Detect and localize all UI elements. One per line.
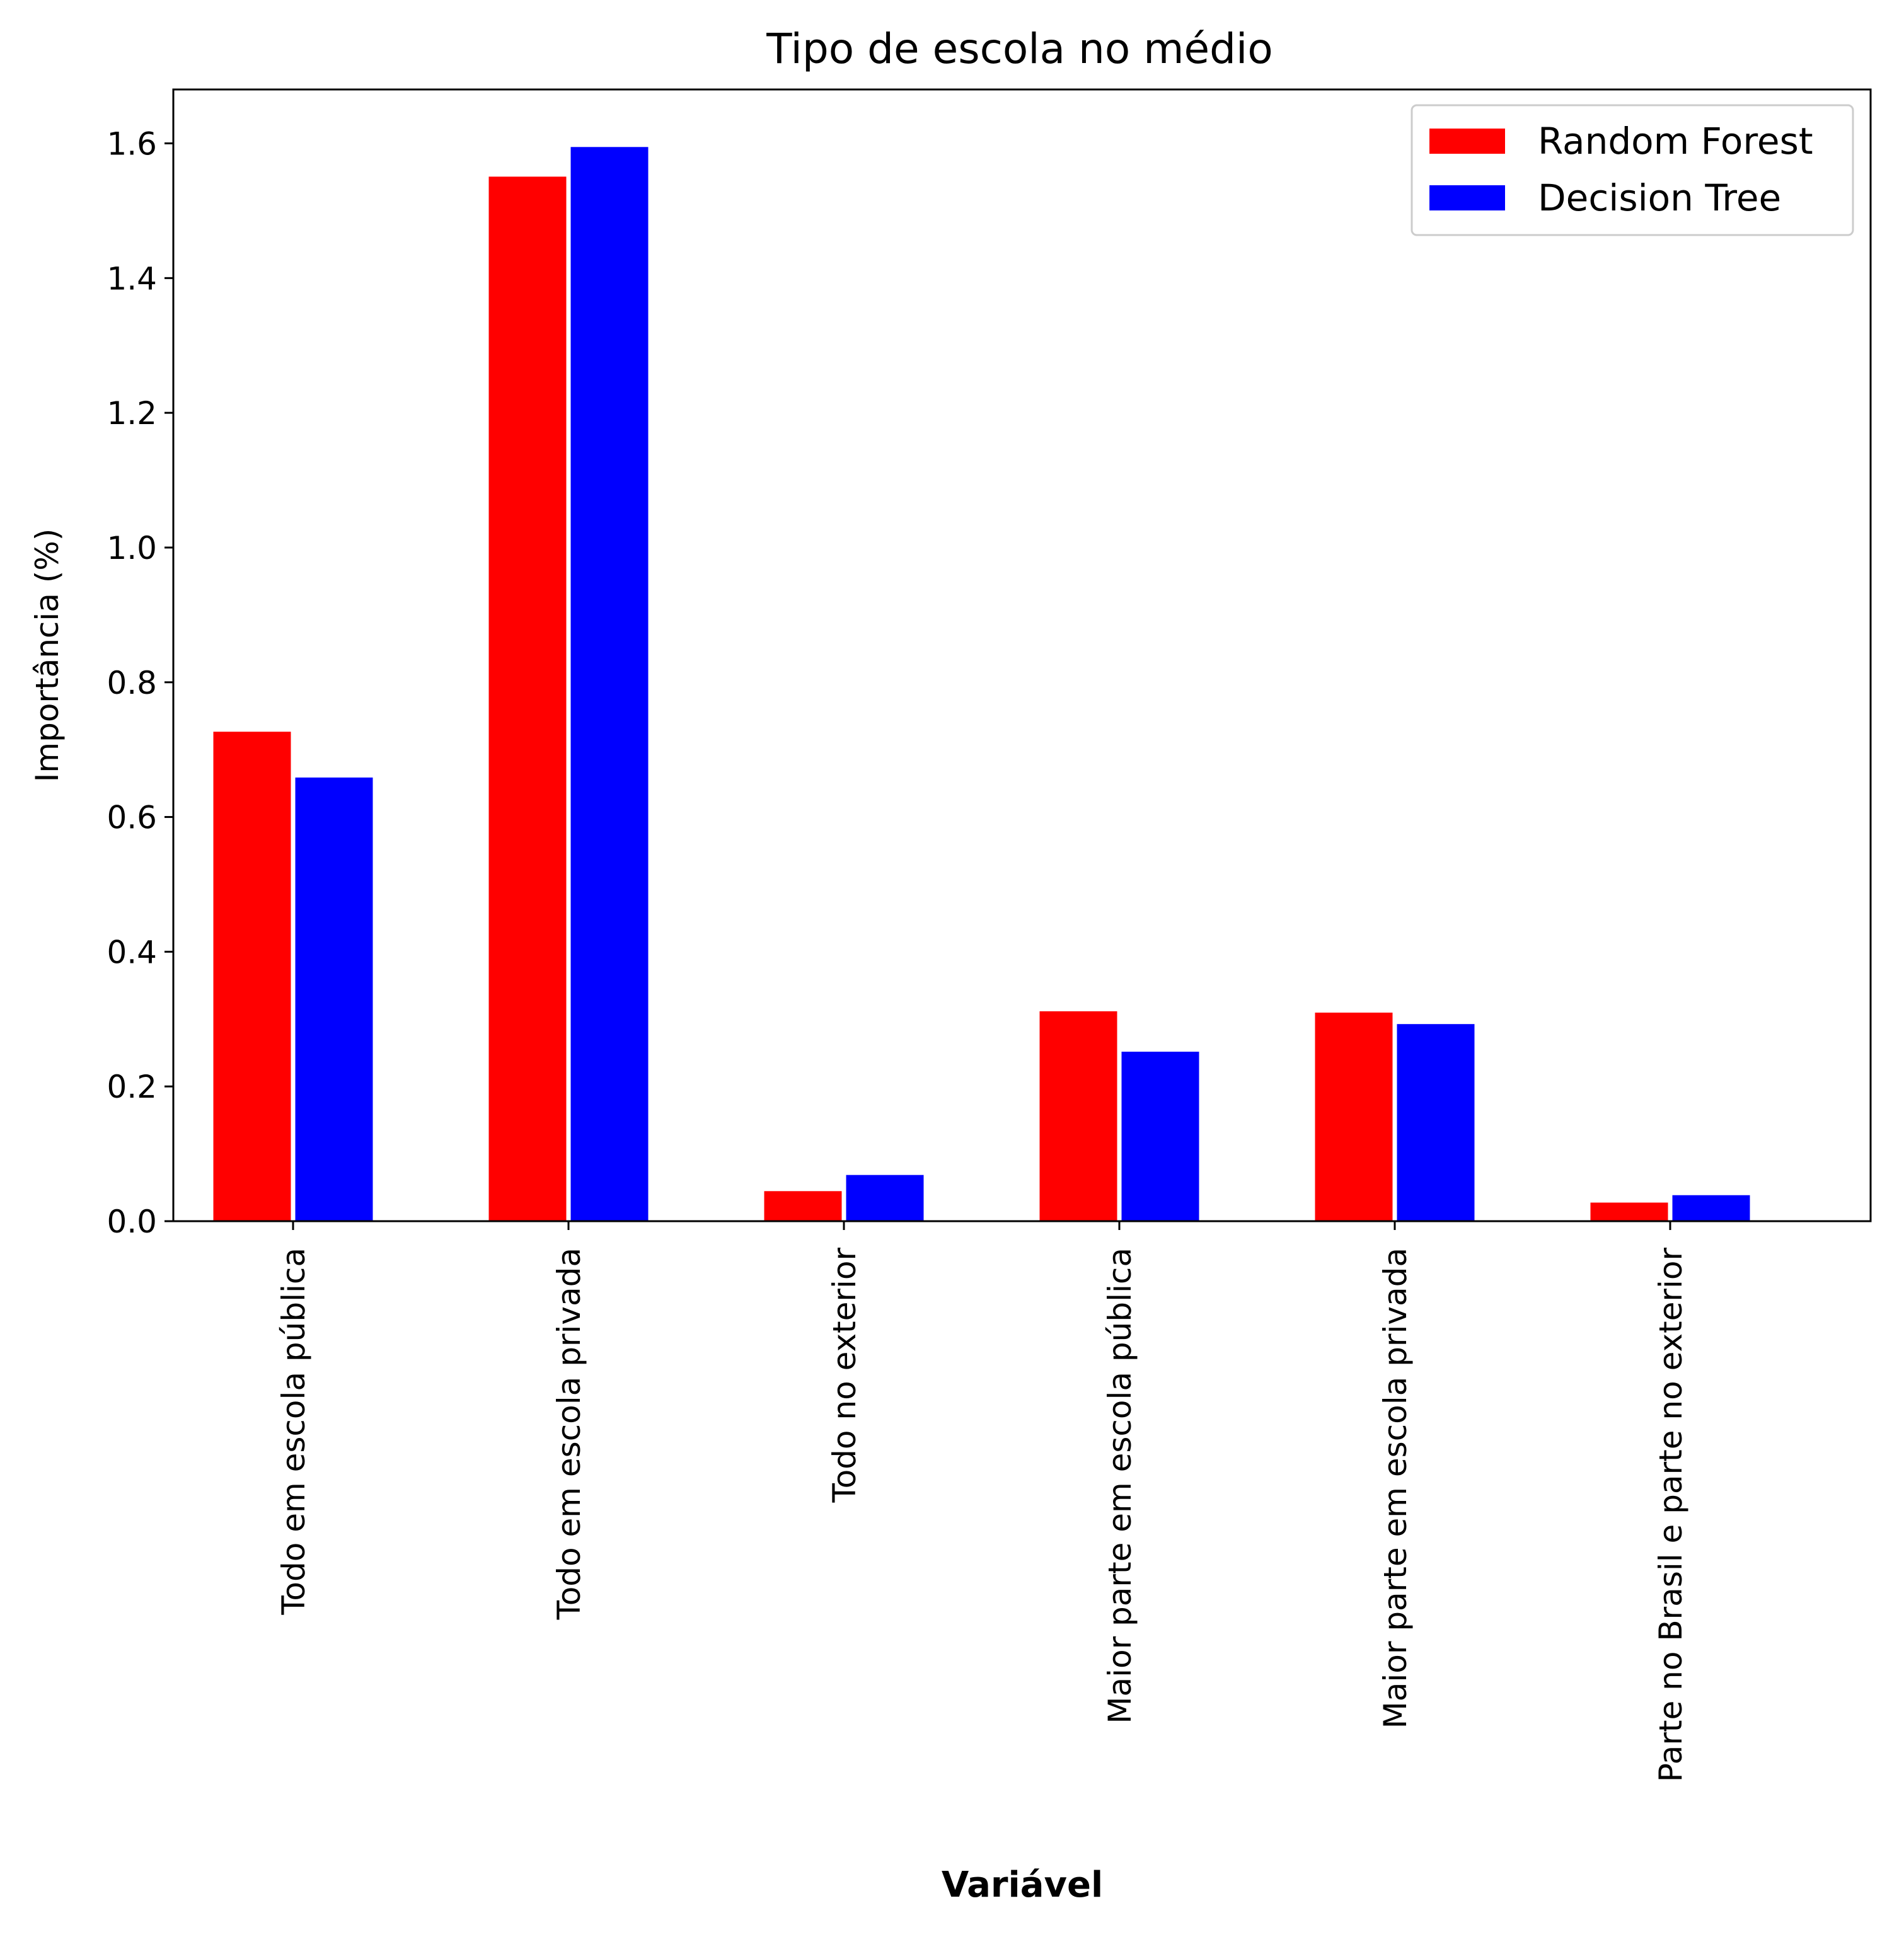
plot-frame: [172, 88, 1872, 1222]
legend-swatch: [1429, 185, 1505, 210]
bars-group: [211, 145, 1752, 1222]
bar-decision-tree-1: [568, 145, 650, 1222]
bar-decision-tree-0: [293, 775, 375, 1222]
x-tick-label: Todo em escola privada: [551, 1248, 587, 1620]
x-tick-label: Todo no exterior: [826, 1248, 863, 1503]
y-tick-label: 1.2: [107, 395, 157, 432]
bar-random-forest-2: [762, 1189, 844, 1222]
y-tick-label: 0.2: [107, 1069, 157, 1105]
x-axis-label: Variável: [942, 1865, 1103, 1905]
y-tick-label: 1.6: [107, 126, 157, 163]
y-tick-label: 1.4: [107, 260, 157, 297]
y-axis-label: Importância (%): [29, 529, 66, 783]
y-tick-label: 0.6: [107, 800, 157, 836]
legend-swatch: [1429, 129, 1505, 154]
x-tick-label: Maior parte em escola privada: [1377, 1248, 1414, 1728]
x-tick-label: Parte no Brasil e parte no exterior: [1653, 1248, 1689, 1783]
y-axis: 0.0 0.2 0.4 0.6 0.8 1.0 1.2 1.4 1.6: [107, 126, 173, 1240]
bar-decision-tree-4: [1395, 1022, 1477, 1222]
x-axis: Todo em escola pública Todo em escola pri…: [275, 1221, 1689, 1782]
legend-label: Decision Tree: [1538, 176, 1781, 219]
chart-title: Tipo de escola no médio: [766, 25, 1272, 73]
legend-box: [1411, 104, 1854, 236]
bar-decision-tree-5: [1670, 1193, 1752, 1222]
bar-random-forest-5: [1588, 1200, 1670, 1222]
x-tick-label: Maior parte em escola pública: [1102, 1248, 1138, 1724]
bar-random-forest-3: [1037, 1009, 1119, 1222]
y-tick-label: 0.4: [107, 934, 157, 970]
bar-random-forest-0: [211, 730, 293, 1222]
y-tick-label: 0.0: [107, 1204, 157, 1240]
y-tick-label: 0.8: [107, 665, 157, 701]
legend-label: Random Forest: [1538, 120, 1813, 163]
bar-decision-tree-3: [1119, 1050, 1201, 1222]
bar-random-forest-1: [487, 175, 568, 1222]
bar-random-forest-4: [1313, 1011, 1395, 1222]
x-tick-label: Todo em escola pública: [275, 1248, 312, 1616]
y-tick-label: 1.0: [107, 530, 157, 566]
bar-decision-tree-2: [844, 1173, 926, 1222]
legend: Random Forest Decision Tree: [1411, 104, 1854, 236]
